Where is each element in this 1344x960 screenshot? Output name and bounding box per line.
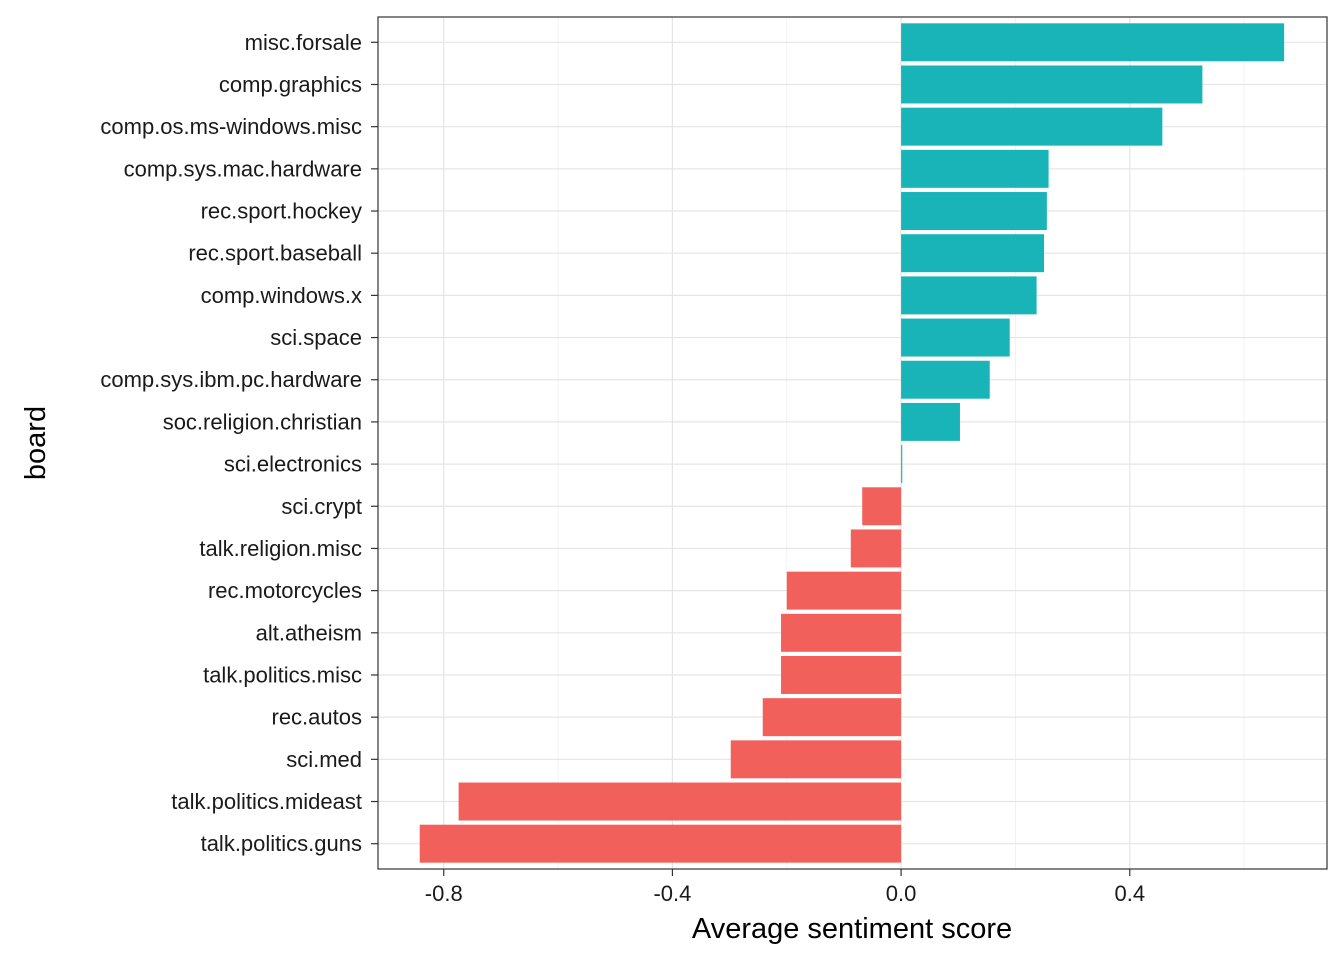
bar-comp-windows-x	[901, 276, 1037, 315]
x-tick-label: 0.4	[1114, 881, 1145, 906]
y-tick-label: rec.sport.hockey	[201, 199, 362, 224]
y-axis: misc.forsale comp.graphics comp.os.ms-wind…	[100, 30, 378, 856]
y-tick-label: sci.electronics	[224, 452, 362, 477]
bar-comp-os-ms-windows-misc	[901, 107, 1163, 146]
y-tick-label: comp.os.ms-windows.misc	[100, 114, 362, 139]
bar-misc-forsale	[901, 23, 1285, 62]
bar-rec-sport-hockey	[901, 192, 1047, 230]
x-tick-label: -0.4	[653, 881, 691, 906]
y-tick-label: rec.motorcycles	[208, 578, 362, 603]
y-tick-label: talk.politics.misc	[203, 662, 362, 687]
y-tick-label: sci.space	[270, 325, 362, 350]
panel-border	[377, 16, 1328, 870]
bar-sci-crypt	[862, 487, 902, 526]
y-tick-label: rec.autos	[272, 705, 363, 730]
bar-sci-space	[901, 318, 1010, 357]
bar-soc-religion-christian	[901, 402, 960, 441]
y-tick-label: comp.sys.mac.hardware	[124, 156, 362, 181]
y-tick-label: sci.crypt	[281, 494, 362, 519]
y-tick-label: comp.windows.x	[201, 283, 362, 308]
bar-rec-autos	[762, 698, 902, 737]
bar-talk-politics-misc	[781, 656, 902, 694]
bar-talk-religion-misc	[850, 529, 902, 568]
bar-rec-motorcycles	[786, 571, 902, 610]
y-tick-label: talk.politics.mideast	[171, 789, 362, 814]
y-tick-label: talk.politics.guns	[201, 831, 362, 856]
y-tick-label: misc.forsale	[245, 30, 362, 55]
bar-comp-sys-mac-hardware	[901, 149, 1049, 188]
x-tick-label: 0.0	[886, 881, 917, 906]
y-tick-label: sci.med	[286, 747, 362, 772]
y-tick-label: rec.sport.baseball	[188, 241, 362, 266]
y-tick-label: talk.religion.misc	[199, 536, 362, 561]
y-tick-label: comp.graphics	[219, 72, 362, 97]
x-tick-label: -0.8	[425, 881, 463, 906]
y-axis-title: board	[20, 406, 52, 480]
bar-talk-politics-guns	[419, 824, 902, 863]
bar-sci-electronics	[901, 445, 903, 484]
x-axis: -0.8 -0.4 0.0 0.4	[425, 869, 1145, 906]
x-axis-title: Average sentiment score	[692, 913, 1012, 945]
bar-comp-sys-ibm-pc-hardware	[901, 360, 990, 399]
y-tick-label: alt.atheism	[256, 620, 362, 645]
y-tick-label: soc.religion.christian	[163, 409, 362, 434]
bars	[419, 23, 1285, 863]
bar-rec-sport-baseball	[901, 234, 1045, 273]
bar-talk-politics-mideast	[458, 782, 902, 821]
y-tick-label: comp.sys.ibm.pc.hardware	[100, 367, 362, 392]
bar-sci-med	[730, 740, 902, 779]
bar-comp-graphics	[901, 65, 1203, 104]
bar-alt-atheism	[781, 613, 902, 652]
